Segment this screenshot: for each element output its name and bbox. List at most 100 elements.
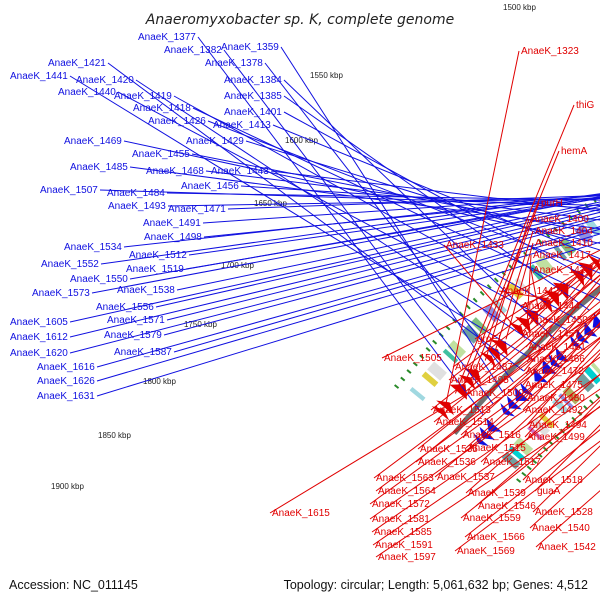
reverse-gene-label: AnaeK_1450: [530, 315, 588, 326]
forward-gene-label: AnaeK_1443: [211, 166, 269, 177]
forward-leader-line: [69, 215, 600, 354]
reverse-gene-label: AnaeK_1500: [466, 388, 524, 399]
reverse-leader-line: [464, 429, 600, 538]
forward-gene-label: AnaeK_1401: [224, 107, 282, 118]
forward-leader-line: [202, 195, 600, 224]
cog-block: [558, 237, 577, 257]
forward-gene-label: AnaeK_1498: [144, 232, 202, 243]
reverse-leader-line: [474, 260, 596, 340]
forward-gene-label: AnaeK_1413: [213, 120, 271, 131]
reverse-leader-line: [526, 254, 532, 319]
forward-gene-label: AnaeK_1550: [70, 274, 128, 285]
map-title: Anaeromyxobacter sp. K, complete genome: [145, 12, 454, 28]
reverse-leader-line: [373, 308, 600, 479]
kbp-marker: 1750 kbp: [184, 320, 217, 329]
forward-gene-label: AnaeK_1620: [10, 348, 68, 359]
tick-mark: [493, 277, 499, 283]
reverse-gene-label: AnaeK_1536: [418, 457, 476, 468]
reverse-leader-line: [369, 336, 600, 505]
tick-mark: [465, 304, 471, 310]
forward-leader-line: [283, 95, 590, 311]
kbp-marker: 1650 kbp: [254, 199, 287, 208]
reverse-leader-line: [460, 405, 600, 519]
forward-gene-label: AnaeK_1556: [96, 302, 154, 313]
forward-gene-label: AnaeK_1491: [143, 218, 201, 229]
tick-mark: [521, 471, 527, 477]
reverse-gene-label: AnaeK_1518: [525, 475, 583, 486]
reverse-gene-label: thiG: [576, 100, 595, 111]
reverse-gene-label: groEL: [477, 334, 504, 345]
cog-block: [584, 366, 600, 385]
tick-mark: [400, 376, 406, 382]
reverse-leader-line: [443, 244, 517, 330]
forward-gene-label: AnaeK_1378: [205, 58, 263, 69]
reverse-leader-line: [463, 274, 600, 394]
forward-label-leaders: [69, 36, 600, 416]
forward-leader-line: [166, 192, 600, 201]
tick-mark: [559, 428, 565, 434]
kbp-marker: 1500 kbp: [503, 3, 536, 12]
reverse-leader-line: [445, 50, 520, 405]
reverse-leader-line: [465, 373, 600, 494]
forward-leader-line: [129, 166, 600, 230]
tick-mark: [595, 393, 600, 399]
tick-mark: [412, 361, 418, 367]
forward-gene-label: AnaeK_1573: [32, 288, 90, 299]
forward-gene-arrow: [506, 395, 522, 410]
forward-leader-line: [283, 79, 557, 341]
reverse-gene-label: AnaeK_1581: [372, 514, 430, 525]
cog-block: [442, 348, 459, 364]
forward-leader-line: [96, 226, 600, 368]
reverse-gene-label: AnaeK_1433: [446, 240, 504, 251]
forward-gene-label: AnaeK_1587: [114, 347, 172, 358]
reverse-gene-label: AnaeK_1615: [272, 508, 330, 519]
forward-leader-line: [264, 62, 514, 383]
cog-block: [585, 217, 600, 237]
forward-leader-line: [96, 233, 600, 382]
reverse-gene-label: AnaeK_1528: [535, 507, 593, 518]
reverse-leader-line: [525, 259, 600, 348]
reverse-gene-label: AnaeK_1535: [420, 444, 478, 455]
tick-mark: [458, 311, 464, 317]
reverse-gene-label: AnaeK_1417: [533, 250, 591, 261]
reverse-gene-label: purH: [541, 198, 563, 209]
reverse-gene-label: AnaeK_1472: [526, 366, 584, 377]
cog-block: [590, 362, 600, 376]
reverse-gene-label: AnaeK_1499: [527, 432, 585, 443]
forward-gene-label: AnaeK_1419: [114, 91, 172, 102]
forward-leader-line: [173, 228, 600, 353]
topology-text: Topology: circular; Length: 5,061,632 bp…: [283, 578, 588, 592]
forward-gene-label: AnaeK_1455: [132, 149, 190, 160]
reverse-gene-label: AnaeK_1569: [457, 546, 515, 557]
reverse-leader-line: [524, 265, 600, 360]
tick-mark: [432, 339, 438, 345]
cog-block: [507, 282, 524, 300]
reverse-gene-label: AnaeK_1515: [468, 443, 526, 454]
reverse-leader-line: [433, 284, 600, 423]
tick-mark: [472, 297, 478, 303]
tick-mark: [516, 478, 522, 483]
reverse-leader-line: [484, 218, 530, 361]
reverse-gene-label: AnaeK_1461: [528, 342, 586, 353]
forward-gene-label: AnaeK_1471: [168, 204, 226, 215]
forward-gene-label: AnaeK_1382: [164, 45, 222, 56]
cog-block: [514, 277, 530, 294]
forward-gene-arrow: [542, 359, 557, 374]
cog-block: [470, 317, 488, 335]
reverse-leader-line: [519, 270, 584, 335]
reverse-gene-label: AnaeK_1517: [483, 457, 541, 468]
cog-block: [421, 371, 439, 387]
reverse-gene-label: AnaeK_1466: [527, 354, 585, 365]
genome-backbone: [452, 286, 600, 436]
forward-gene-labels: AnaeK_1377 AnaeK_1382 AnaeK_1359 AnaeK_1378…: [10, 32, 282, 402]
forward-gene-label: AnaeK_1605: [10, 317, 68, 328]
tick-mark: [571, 416, 577, 422]
forward-gene-label: AnaeK_1616: [37, 362, 95, 373]
reverse-gene-arrow: [587, 254, 600, 271]
tick-mark: [406, 369, 412, 374]
reverse-leader-line: [519, 288, 561, 307]
reverse-gene-label: AnaeK_1566: [467, 532, 525, 543]
forward-leader-line: [107, 62, 525, 372]
reverse-gene-label: AnaeK_1559: [463, 513, 521, 524]
